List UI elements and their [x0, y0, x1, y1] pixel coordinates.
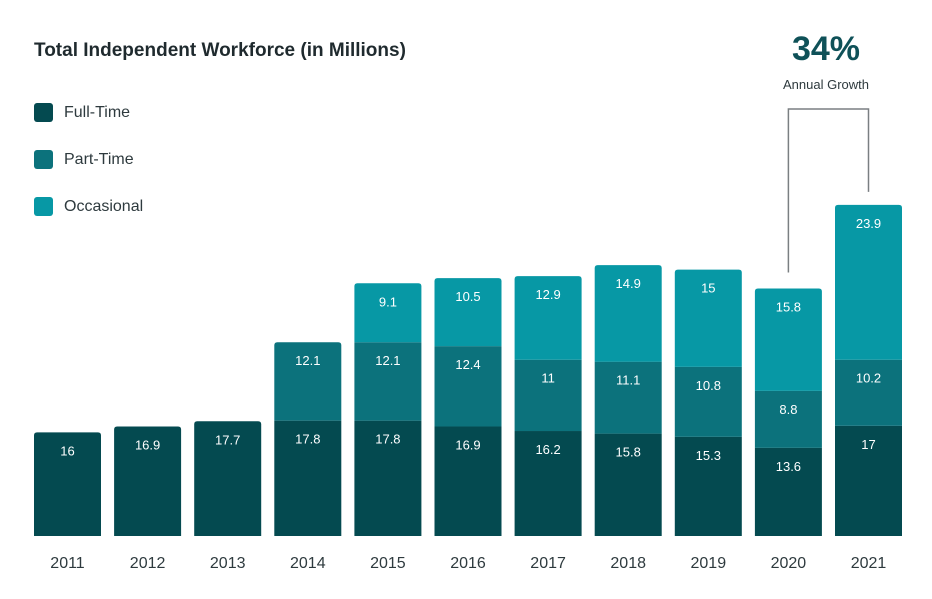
bar-full-time-2015: [354, 420, 422, 536]
data-label-part-time-2019: 10.8: [696, 378, 721, 393]
bar-part-time-2019: [674, 366, 742, 437]
chart-title: Total Independent Workforce (in Millions…: [34, 40, 406, 61]
data-label-occasional-2018: 14.9: [616, 276, 641, 291]
x-tick-label-2015: 2015: [370, 555, 406, 572]
growth-bracket: [787, 108, 870, 273]
x-tick-label-2021: 2021: [851, 555, 887, 572]
bar-occasional-2021: [835, 204, 902, 360]
bar-occasional-2018: [594, 265, 662, 362]
data-label-full-time-2012: 16.9: [135, 437, 160, 452]
bar-occasional-2019: [674, 269, 742, 367]
bar-part-time-2021: [835, 359, 902, 426]
data-label-full-time-2011: 16: [60, 443, 74, 458]
bar-part-time-2020: [754, 390, 822, 448]
legend-swatch-part-time: [34, 150, 53, 169]
legend-swatch-full-time: [34, 103, 53, 122]
x-tick-label-2011: 2011: [50, 555, 85, 572]
bar-full-time-2021: [835, 425, 902, 536]
data-label-part-time-2014: 12.1: [295, 353, 320, 368]
bar-occasional-2020: [754, 288, 822, 391]
bar-full-time-2011: [34, 432, 101, 536]
data-label-part-time-2015: 12.1: [375, 353, 400, 368]
bar-occasional-2015: [354, 283, 422, 343]
data-label-full-time-2017: 16.2: [535, 442, 560, 457]
bar-full-time-2014: [274, 420, 342, 536]
bar-part-time-2015: [354, 342, 422, 421]
data-label-full-time-2014: 17.8: [295, 432, 320, 447]
bar-full-time-2013: [194, 421, 262, 536]
legend-item-occasional: Occasional: [34, 197, 143, 216]
data-label-occasional-2020: 15.8: [776, 299, 801, 314]
legend-swatch-occasional: [34, 197, 53, 216]
data-label-full-time-2016: 16.9: [455, 437, 480, 452]
data-label-occasional-2017: 12.9: [535, 287, 560, 302]
legend-item-full-time: Full-Time: [34, 103, 130, 122]
data-label-occasional-2015: 9.1: [379, 294, 397, 309]
data-label-part-time-2020: 8.8: [779, 402, 797, 417]
bar-full-time-2016: [434, 426, 502, 536]
bar-full-time-2012: [114, 426, 182, 536]
data-label-full-time-2020: 13.6: [776, 459, 801, 474]
bar-full-time-2017: [514, 431, 582, 536]
data-label-part-time-2021: 10.2: [856, 371, 881, 386]
x-tick-label-2012: 2012: [130, 555, 166, 572]
bar-full-time-2018: [594, 433, 662, 536]
bar-full-time-2019: [674, 436, 742, 536]
data-label-occasional-2019: 15: [701, 281, 715, 296]
data-label-full-time-2018: 15.8: [616, 445, 641, 460]
annual-growth-value: 34%: [791, 30, 861, 68]
data-label-full-time-2015: 17.8: [375, 432, 400, 447]
data-label-occasional-2021: 23.9: [856, 216, 881, 231]
bar-occasional-2017: [514, 276, 582, 360]
data-label-full-time-2021: 17: [861, 437, 875, 452]
annual-growth-caption: Annual Growth: [783, 77, 869, 92]
legend-label-full-time: Full-Time: [64, 103, 131, 121]
bar-part-time-2014: [274, 342, 342, 421]
bar-occasional-2016: [434, 278, 502, 347]
data-label-part-time-2018: 11.1: [616, 373, 640, 388]
bar-part-time-2017: [514, 359, 582, 432]
data-label-full-time-2019: 15.3: [696, 448, 721, 463]
legend-label-part-time: Part-Time: [64, 150, 134, 168]
legend-label-occasional: Occasional: [64, 197, 144, 215]
x-tick-label-2016: 2016: [450, 555, 486, 572]
legend-item-part-time: Part-Time: [34, 150, 134, 169]
data-label-part-time-2017: 11: [541, 371, 555, 386]
bar-part-time-2018: [594, 361, 662, 434]
x-tick-label-2013: 2013: [210, 555, 246, 572]
data-label-full-time-2013: 17.7: [215, 432, 240, 447]
data-label-occasional-2016: 10.5: [455, 289, 480, 304]
x-tick-label-2019: 2019: [691, 555, 727, 572]
data-label-part-time-2016: 12.4: [455, 357, 480, 372]
x-tick-label-2014: 2014: [290, 555, 326, 572]
x-tick-label-2020: 2020: [771, 555, 807, 572]
bar-part-time-2016: [434, 346, 502, 427]
bar-full-time-2020: [754, 447, 822, 536]
x-tick-label-2017: 2017: [530, 555, 566, 572]
x-tick-label-2018: 2018: [610, 555, 646, 572]
